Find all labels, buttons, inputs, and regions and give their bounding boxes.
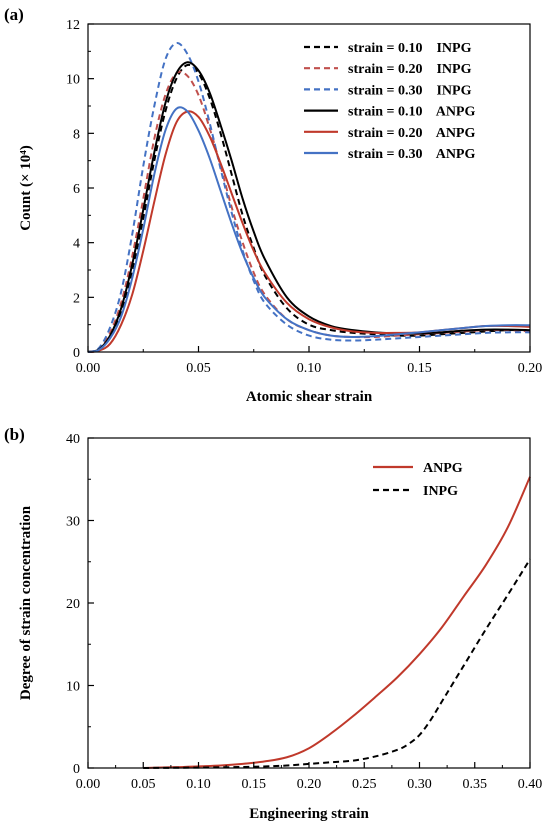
x-tick-label: 0.35 — [463, 777, 488, 792]
x-tick-label: 0.05 — [186, 361, 211, 376]
panel-a-y-axis-title: Count (× 10⁴) — [18, 145, 34, 231]
panel-a-series-lines — [87, 42, 531, 353]
y-tick-label: 10 — [66, 73, 80, 88]
panel-a-series-line-2 — [87, 42, 531, 353]
legend-label: strain = 0.20 ANPG — [348, 126, 475, 141]
legend-label: strain = 0.30 ANPG — [348, 147, 475, 162]
y-tick-label: 20 — [66, 597, 80, 612]
x-tick-label: 0.00 — [76, 361, 101, 376]
legend-label: strain = 0.10 ANPG — [348, 105, 475, 120]
x-tick-label: 0.40 — [518, 777, 543, 792]
panel-b-legend: ANPG INPG — [373, 461, 463, 499]
panel-a-legend: strain = 0.10 INPG strain = 0.20 INPG stra… — [304, 41, 475, 162]
y-tick-label: 4 — [73, 237, 80, 252]
panel-b-series-lines — [143, 476, 531, 769]
x-tick-label: 0.05 — [131, 777, 156, 792]
panel-b-chart: (b) 0.00 0.05 0.10 0.15 0.20 0.25 0.30 0.35 0.40… — [4, 425, 542, 822]
panel-b-y-axis-title: Degree of strain concentration — [18, 505, 34, 700]
panel-b-series-line-0 — [143, 476, 531, 769]
panel-a-series-line-3 — [87, 61, 531, 353]
panel-a-x-axis-title: Atomic shear strain — [246, 389, 373, 405]
x-tick-label: 0.15 — [242, 777, 267, 792]
panel-a-series-line-0 — [87, 63, 531, 353]
panel-a-x-ticks: 0.00 0.05 0.10 0.15 0.20 — [76, 346, 543, 376]
panel-b-x-ticks: 0.00 0.05 0.10 0.15 0.20 0.25 0.30 0.35 0.40 — [76, 762, 543, 792]
y-tick-label: 40 — [66, 432, 80, 447]
panel-b-y-ticks: 0 10 20 30 40 — [66, 432, 94, 777]
y-tick-label: 10 — [66, 680, 80, 695]
x-tick-label: 0.10 — [297, 361, 322, 376]
y-tick-label: 6 — [73, 182, 80, 197]
x-tick-label: 0.15 — [407, 361, 432, 376]
panel-b-label: (b) — [4, 425, 25, 444]
y-tick-label: 30 — [66, 515, 80, 530]
legend-label: strain = 0.10 INPG — [348, 41, 472, 56]
x-tick-label: 0.20 — [297, 777, 322, 792]
legend-label: INPG — [423, 484, 458, 499]
legend-label: ANPG — [423, 461, 463, 476]
y-tick-label: 12 — [66, 18, 80, 33]
x-tick-label: 0.30 — [407, 777, 432, 792]
panel-a-y-ticks: 0 2 4 6 8 10 12 — [66, 18, 94, 361]
x-tick-label: 0.00 — [76, 777, 101, 792]
y-tick-label: 8 — [73, 127, 80, 142]
y-tick-label: 2 — [73, 291, 80, 306]
panel-a-chart: (a) 0.00 0.05 0.10 0.15 0.20 0 2 4 6 8 10 12 Atomi… — [4, 5, 542, 405]
x-tick-label: 0.10 — [186, 777, 211, 792]
x-tick-label: 0.25 — [352, 777, 377, 792]
x-tick-label: 0.20 — [518, 361, 543, 376]
panel-a-label: (a) — [4, 5, 24, 24]
panel-a-series-line-5 — [87, 106, 531, 353]
y-tick-label: 0 — [73, 346, 80, 361]
panel-b-plot-frame — [87, 437, 531, 769]
legend-label: strain = 0.30 INPG — [348, 83, 472, 98]
panel-b-series-line-1 — [143, 558, 531, 769]
panel-b-x-axis-title: Engineering strain — [249, 806, 369, 822]
legend-label: strain = 0.20 INPG — [348, 62, 472, 77]
y-tick-label: 0 — [73, 762, 80, 777]
